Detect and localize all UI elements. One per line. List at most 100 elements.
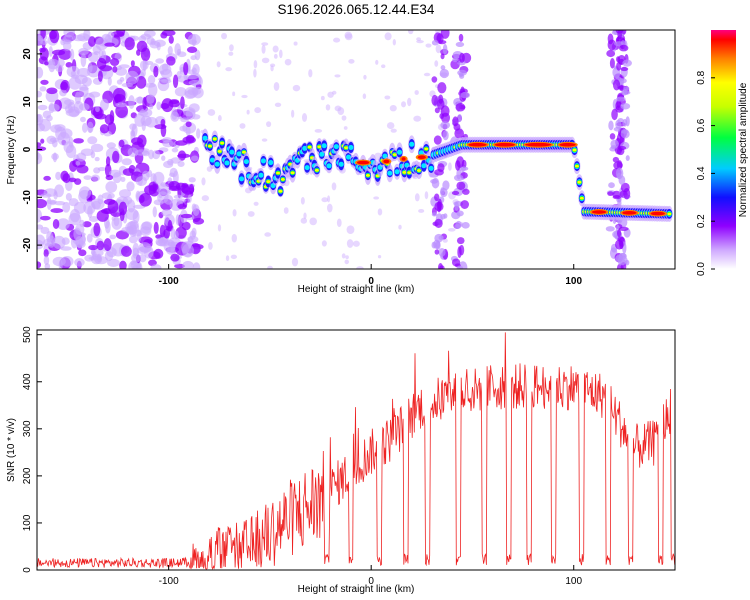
noise-blob	[230, 254, 238, 260]
noise-blob	[40, 193, 52, 198]
noise-blob	[345, 255, 349, 260]
noise-blob	[424, 191, 429, 200]
noise-blob	[40, 215, 51, 221]
noise-blob	[119, 260, 127, 269]
snr-y-ticks: 0 100 200 300 400 500	[22, 326, 42, 573]
noise-blob	[60, 170, 69, 182]
noise-blob	[94, 256, 108, 265]
noise-blob	[267, 265, 273, 269]
burst-blob	[612, 156, 620, 163]
noise-blob	[241, 94, 248, 99]
noise-blob	[279, 49, 283, 59]
noise-blob	[130, 60, 135, 67]
noise-blob	[86, 233, 93, 243]
noise-blob	[167, 158, 174, 166]
noise-blob	[247, 211, 255, 217]
noise-blob	[177, 161, 185, 168]
y-tick-label: -20	[22, 237, 33, 252]
signal-core	[321, 143, 327, 149]
noise-blob	[87, 62, 93, 74]
noise-blob	[261, 44, 266, 54]
signal-core	[212, 137, 217, 141]
signal-core	[304, 165, 310, 171]
noise-blob	[232, 209, 237, 217]
noise-blob	[95, 37, 109, 51]
noise-blob	[153, 221, 159, 234]
noise-blob	[171, 108, 178, 120]
noise-blob	[141, 221, 153, 231]
noise-blob	[46, 115, 53, 122]
noise-blob	[74, 91, 81, 105]
noise-blob	[80, 53, 87, 68]
noise-blob	[37, 113, 44, 126]
noise-blob	[377, 255, 382, 259]
noise-blob	[448, 162, 452, 171]
signal-core	[577, 180, 582, 184]
noise-blob	[37, 208, 43, 223]
burst-blob	[434, 107, 440, 114]
snr-y-label: SNR (10 * v/v)	[6, 418, 17, 482]
noise-blob	[110, 58, 120, 66]
noise-blob	[264, 232, 272, 237]
burst-blob	[620, 40, 626, 46]
noise-blob	[423, 72, 431, 77]
signal-core	[220, 141, 225, 145]
burst-blob	[431, 39, 439, 46]
noise-blob	[103, 238, 112, 252]
noise-blob	[82, 221, 92, 228]
noise-blob	[125, 70, 139, 85]
noise-blob	[261, 57, 270, 64]
signal-core	[396, 149, 403, 155]
signal-core	[290, 171, 295, 175]
burst-blob	[460, 166, 469, 171]
signal-core	[345, 154, 352, 160]
burst-blob	[453, 174, 464, 182]
noise-blob	[170, 253, 180, 262]
snr-series-line	[37, 332, 675, 570]
noise-blob	[384, 95, 391, 100]
noise-blob	[68, 177, 77, 183]
noise-blob	[75, 223, 85, 235]
noise-blob	[81, 122, 88, 133]
noise-blob	[74, 258, 85, 267]
noise-blob	[148, 149, 155, 160]
noise-blob	[112, 87, 126, 102]
noise-blob	[105, 156, 111, 167]
burst-blob	[456, 265, 464, 269]
x-tick-label: 0	[368, 276, 374, 287]
noise-blob	[190, 155, 199, 162]
noise-blob	[115, 104, 129, 119]
noise-blob	[138, 193, 152, 207]
noise-blob	[283, 207, 289, 214]
signal-core	[338, 161, 344, 167]
noise-blob	[156, 101, 162, 110]
noise-blob	[154, 124, 167, 130]
burst-blob	[621, 129, 629, 134]
noise-blob	[201, 195, 210, 202]
noise-blob	[344, 31, 353, 39]
noise-blob	[80, 148, 94, 156]
noise-blob	[176, 198, 187, 203]
noise-blob	[119, 77, 125, 82]
noise-blob	[140, 33, 152, 40]
noise-blob	[188, 183, 195, 195]
noise-blob	[208, 242, 213, 250]
burst-blob	[442, 180, 450, 191]
colorbar-ticks: 0.0 0.2 0.4 0.6 0.8	[696, 70, 715, 276]
noise-blob	[273, 53, 278, 59]
noise-blob	[344, 259, 349, 265]
noise-blob	[65, 193, 72, 201]
snr-frame	[36, 329, 676, 571]
signal-core	[302, 145, 308, 151]
noise-blob	[293, 41, 298, 46]
noise-blob	[153, 248, 164, 259]
noise-blob	[185, 74, 199, 80]
noise-blob	[60, 81, 68, 91]
noise-blob	[75, 161, 81, 166]
colorbar-tick-label: 0.6	[696, 118, 707, 132]
signal-core	[278, 189, 283, 193]
burst-blob	[610, 139, 619, 148]
noise-blob	[74, 74, 88, 85]
noise-blob	[182, 260, 194, 269]
noise-blob	[49, 30, 60, 44]
